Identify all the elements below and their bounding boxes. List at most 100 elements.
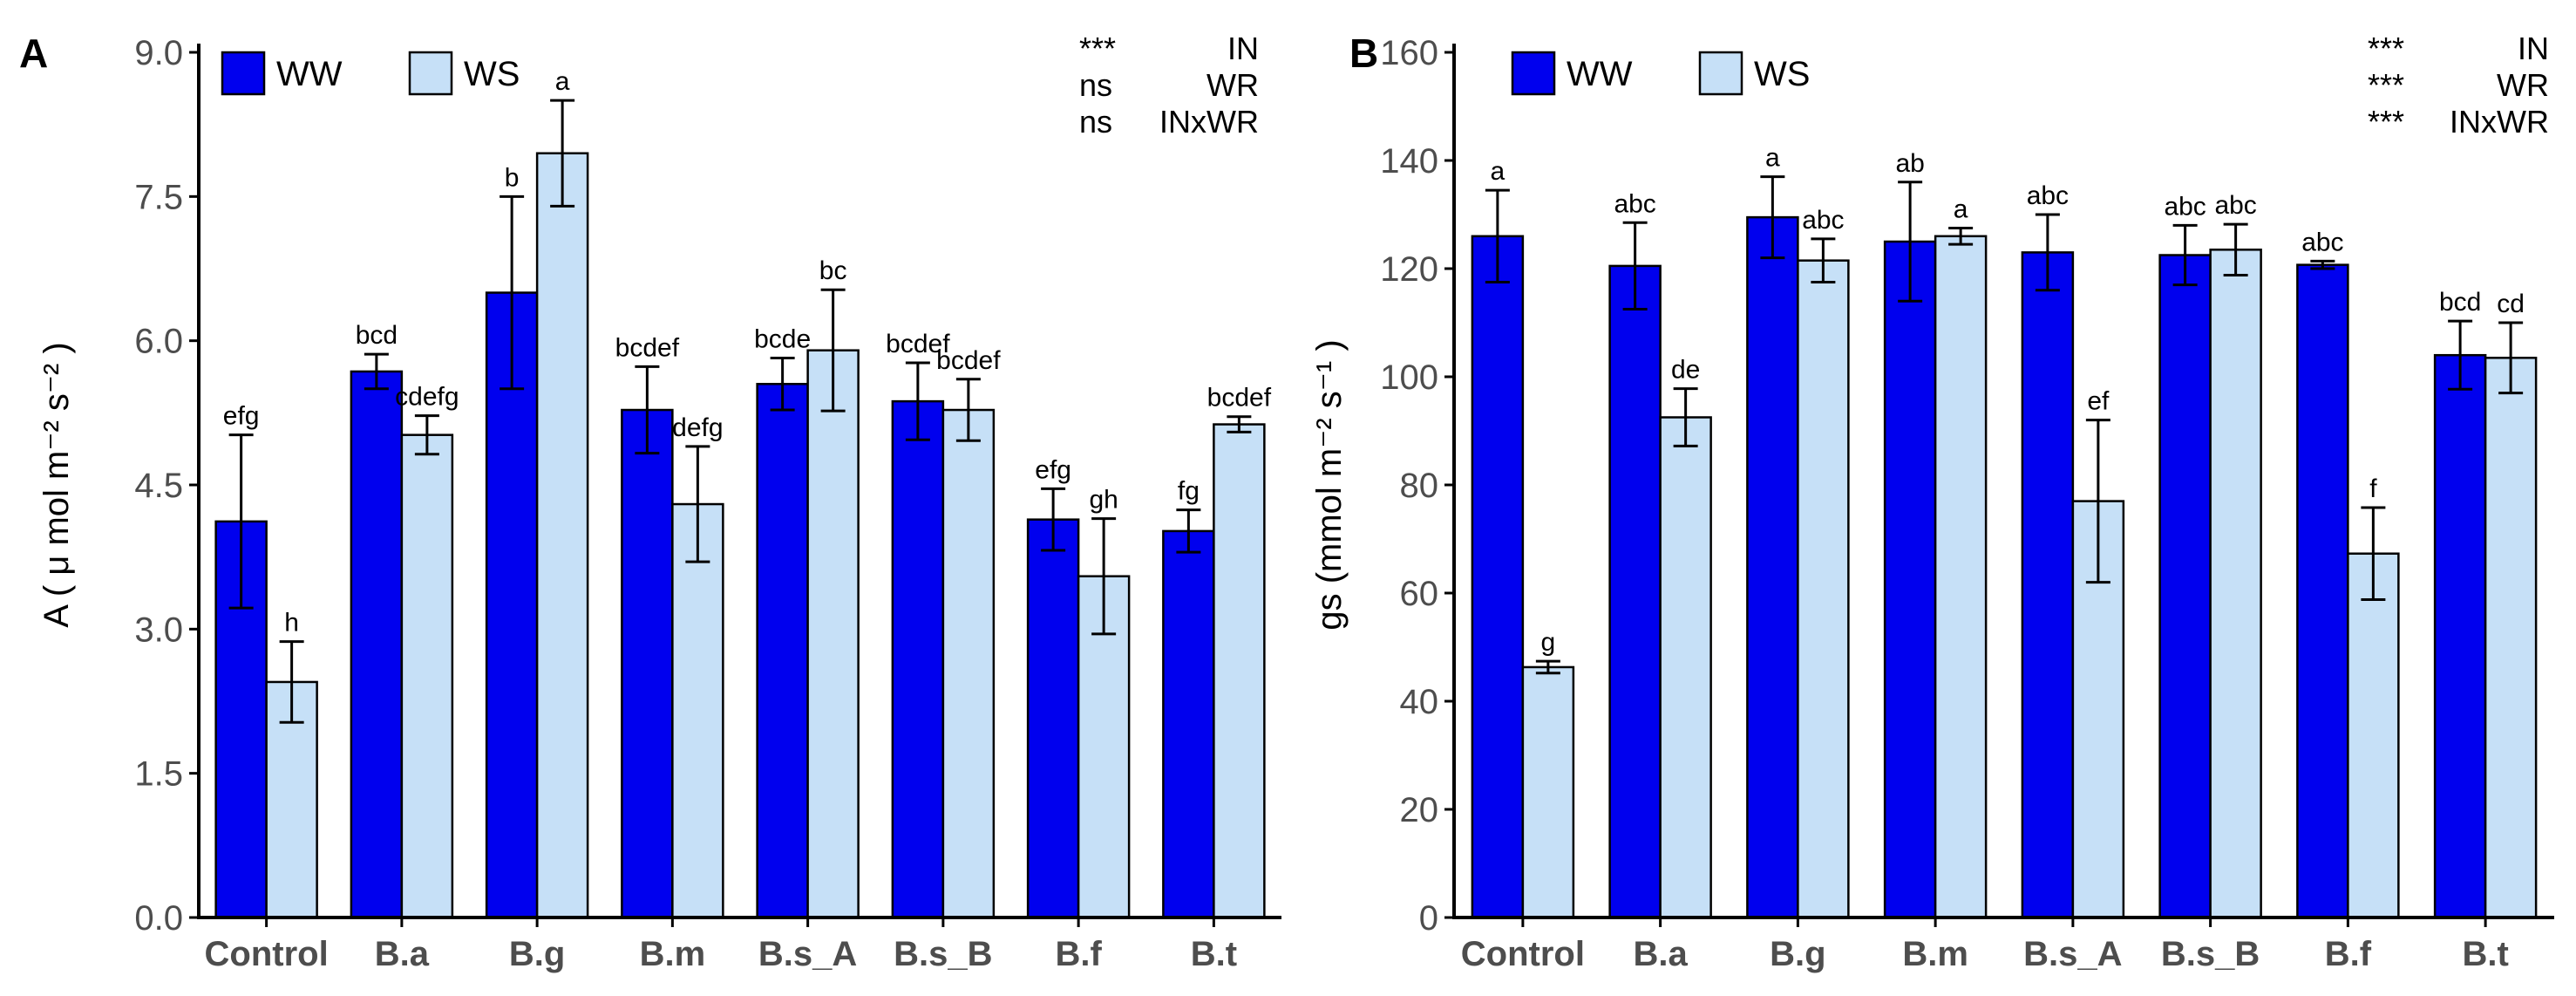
y-tick-label: 80 bbox=[1400, 467, 1439, 505]
y-tick-label: 40 bbox=[1400, 683, 1439, 721]
significance-letter: defg bbox=[672, 413, 723, 442]
significance-letter: cdefg bbox=[395, 383, 459, 412]
x-tick-label: B.f bbox=[1055, 935, 1102, 973]
significance-letter: bcd bbox=[2439, 288, 2481, 317]
bar-ws-b-a bbox=[400, 433, 454, 919]
bar-ws-b-s-a bbox=[806, 349, 860, 919]
x-tick-label: B.f bbox=[2325, 935, 2372, 973]
legend-label-ws: WS bbox=[464, 55, 520, 93]
significance-mark: *** bbox=[2368, 104, 2404, 140]
legend-label-ww: WW bbox=[1567, 55, 1633, 93]
bar-ws-b-s-b bbox=[941, 408, 996, 919]
panel-letter: B bbox=[1349, 31, 1378, 76]
significance-factor: IN bbox=[2518, 31, 2549, 66]
significance-letter: f bbox=[2369, 474, 2377, 503]
legend-swatch-ws bbox=[408, 51, 453, 96]
bar-ws-b-t bbox=[1213, 423, 1266, 919]
bar-ww-b-a bbox=[1608, 264, 1662, 919]
significance-letter: bcdef bbox=[936, 346, 1001, 375]
y-tick-label: 7.5 bbox=[134, 178, 183, 216]
significance-letter: cd bbox=[2497, 290, 2525, 318]
significance-letter: ab bbox=[1895, 149, 1924, 178]
y-tick-label: 100 bbox=[1380, 358, 1438, 397]
bar-ww-b-m bbox=[621, 408, 674, 919]
y-tick-label: 3.0 bbox=[134, 611, 183, 649]
significance-letter: h bbox=[284, 609, 299, 638]
x-tick-label: B.a bbox=[375, 935, 430, 973]
x-tick-label: B.t bbox=[2462, 935, 2508, 973]
y-tick-label: 120 bbox=[1380, 250, 1438, 289]
significance-factor: INxWR bbox=[1159, 104, 1259, 140]
bar-ws-b-t bbox=[2484, 357, 2538, 919]
y-tick-label: 4.5 bbox=[134, 467, 183, 505]
panel-b: Bgs (mmol m⁻² s⁻¹ ) 0 20 40 60 80 100 120 140 160… bbox=[1310, 31, 2554, 973]
significance-factor: IN bbox=[1227, 31, 1259, 66]
significance-letter: a bbox=[1765, 144, 1780, 173]
y-tick-label: 20 bbox=[1400, 791, 1439, 829]
significance-letter: fg bbox=[1178, 477, 1200, 506]
bar-ws-b-g bbox=[535, 152, 589, 919]
x-tick-label: Control bbox=[205, 935, 329, 973]
bar-ws-b-m bbox=[671, 502, 724, 919]
significance-letter: bcdef bbox=[615, 333, 680, 362]
significance-letter: abc bbox=[2214, 191, 2256, 220]
significance-letter: a bbox=[1954, 195, 1968, 224]
y-tick-label: 0 bbox=[1419, 899, 1438, 938]
x-tick-label: B.g bbox=[1770, 935, 1825, 973]
significance-letter: gh bbox=[1089, 486, 1118, 515]
significance-mark: *** bbox=[2368, 31, 2404, 66]
x-tick-label: B.s_B bbox=[2161, 935, 2260, 973]
bar-ws-b-s-b bbox=[2209, 249, 2262, 919]
bar-ws-b-m bbox=[1934, 235, 1988, 919]
x-tick-label: B.m bbox=[640, 935, 706, 973]
significance-letter: g bbox=[1541, 628, 1556, 657]
legend-swatch-ww bbox=[221, 51, 266, 96]
y-tick-label: 140 bbox=[1380, 142, 1438, 181]
bar-ww-control bbox=[1471, 235, 1525, 919]
bar-ww-b-m bbox=[1883, 240, 1937, 919]
y-tick-label: 160 bbox=[1380, 34, 1438, 72]
y-tick-label: 0.0 bbox=[134, 899, 183, 938]
significance-letter: a bbox=[555, 67, 570, 96]
y-tick-label: 1.5 bbox=[134, 755, 183, 794]
legend-label-ws: WS bbox=[1754, 55, 1810, 93]
legend-label-ww: WW bbox=[276, 55, 343, 93]
significance-letter: efg bbox=[1035, 455, 1071, 484]
bar-ww-b-s-b bbox=[2158, 254, 2212, 919]
significance-letter: abc bbox=[2164, 192, 2206, 221]
significance-factor: WR bbox=[2497, 67, 2549, 103]
y-tick-label: 9.0 bbox=[134, 34, 183, 72]
bar-ww-b-s-b bbox=[891, 399, 945, 919]
x-tick-label: B.s_A bbox=[758, 935, 857, 973]
significance-mark: ns bbox=[1079, 104, 1112, 140]
bar-ww-b-f bbox=[2296, 263, 2349, 919]
x-tick-label: B.g bbox=[509, 935, 565, 973]
bar-ws-control bbox=[1521, 665, 1575, 919]
y-tick-label: 6.0 bbox=[134, 323, 183, 361]
significance-mark: *** bbox=[2368, 67, 2404, 103]
significance-letter: bc bbox=[819, 256, 847, 285]
significance-mark: *** bbox=[1079, 31, 1116, 66]
panel-a: A A ( μ mol m⁻² s⁻² ) 0.0 1.5 3.0 4.5 6.0 7.5 9.… bbox=[19, 31, 1281, 973]
significance-letter: abc bbox=[1614, 189, 1655, 218]
significance-letter: a bbox=[1491, 157, 1505, 186]
bar-ws-b-g bbox=[1797, 259, 1850, 919]
x-tick-label: B.t bbox=[1191, 935, 1237, 973]
significance-letter: bcd bbox=[356, 321, 398, 350]
bar-ws-b-f bbox=[2347, 552, 2400, 919]
significance-letter: abc bbox=[2027, 181, 2069, 210]
x-tick-label: B.s_A bbox=[2023, 935, 2122, 973]
x-tick-label: B.s_B bbox=[894, 935, 992, 973]
significance-letter: ef bbox=[2087, 387, 2110, 416]
x-tick-label: B.a bbox=[1634, 935, 1689, 973]
legend-swatch-ww bbox=[1511, 51, 1556, 96]
x-tick-label: B.m bbox=[1902, 935, 1968, 973]
significance-factor: WR bbox=[1206, 67, 1259, 103]
significance-letter: abc bbox=[1802, 206, 1844, 235]
bar-ww-b-s-a bbox=[2021, 251, 2075, 919]
bar-ws-b-a bbox=[1659, 416, 1712, 919]
x-tick-label: Control bbox=[1461, 935, 1585, 973]
significance-letter: bcde bbox=[754, 325, 811, 354]
legend-swatch-ws bbox=[1698, 51, 1743, 96]
